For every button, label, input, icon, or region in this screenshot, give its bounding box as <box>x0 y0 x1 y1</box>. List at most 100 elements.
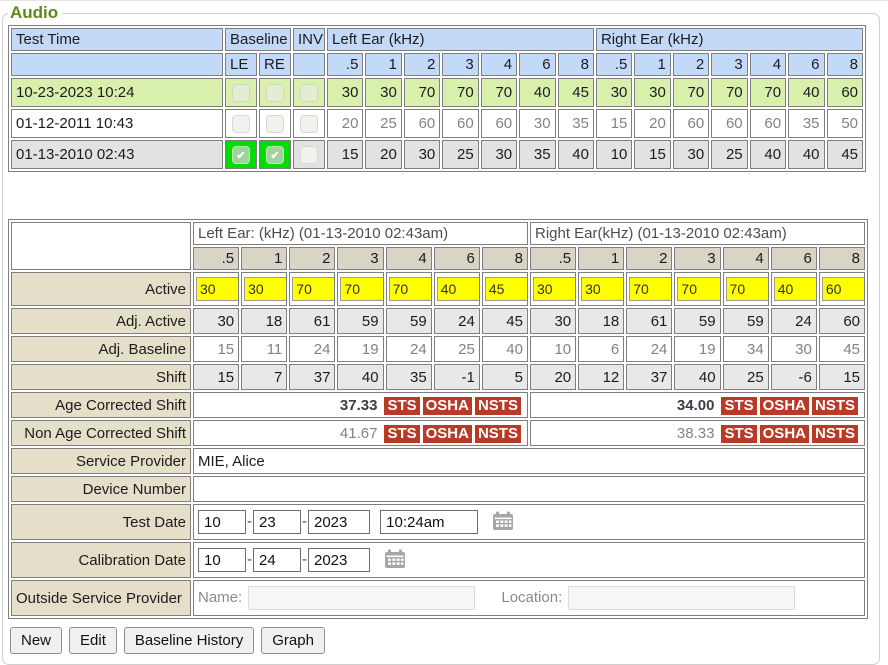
freq-header-cell: 2 <box>626 247 673 270</box>
active-value-input[interactable] <box>725 277 768 301</box>
le-baseline-checkbox[interactable] <box>232 83 250 102</box>
adj-active-value-cell: 59 <box>337 308 384 334</box>
inv-checkbox[interactable] <box>300 114 319 133</box>
right-ear-value-cell: 30 <box>634 78 671 107</box>
left-ear-value-cell: 60 <box>442 109 479 138</box>
adj-baseline-value-cell: 6 <box>578 336 625 362</box>
left-ear-value-cell: 30 <box>327 78 364 107</box>
active-value-input[interactable] <box>292 277 335 301</box>
outside-service-provider-label: Outside Service Provider <box>11 580 191 616</box>
shift-flag-badge: OSHA <box>759 424 809 443</box>
left-ear-value-cell: 30 <box>403 140 441 169</box>
freq-header-cell: 3 <box>711 53 748 76</box>
calendar-icon[interactable] <box>384 549 406 572</box>
graph-button[interactable]: Graph <box>261 627 325 654</box>
adj-baseline-value-cell: 19 <box>674 336 721 362</box>
shift-value: 34.00 <box>676 396 715 414</box>
inv-checkbox[interactable] <box>300 83 319 102</box>
re-baseline-checkbox[interactable] <box>266 83 284 102</box>
re-baseline-checkbox[interactable] <box>266 145 284 164</box>
freq-header-cell: .5 <box>327 53 364 76</box>
right-ear-value-cell: 15 <box>634 140 671 169</box>
test-time-cell[interactable]: 10-23-2023 10:24 <box>11 78 223 107</box>
test-date-row: Test Date -- <box>11 504 865 540</box>
baseline-history-button[interactable]: Baseline History <box>123 627 255 654</box>
active-value-input[interactable] <box>532 277 576 301</box>
shift-value: 41.67 <box>339 424 378 442</box>
left-ear-value-cell: 35 <box>557 109 594 138</box>
shift-flag-badge: NSTS <box>811 396 858 415</box>
action-button-row: New Edit Baseline History Graph <box>10 627 875 654</box>
new-button[interactable]: New <box>10 627 63 654</box>
left-ear-value-cell: 40 <box>519 78 556 107</box>
service-provider-row: Service Provider MIE, Alice <box>11 448 865 474</box>
calibration-month-input[interactable] <box>198 548 246 572</box>
blank-header-cell <box>11 53 223 76</box>
shift-value-cell: -6 <box>770 364 817 390</box>
corner-cell <box>11 222 191 270</box>
right-ear-value-cell: 40 <box>788 140 825 169</box>
shift-flag-badge: OSHA <box>422 424 472 443</box>
adj-baseline-value-cell: 34 <box>722 336 769 362</box>
shift-value-cell: 37 <box>289 364 336 390</box>
freq-header-cell: 4 <box>480 53 518 76</box>
active-right-cell <box>626 272 673 306</box>
test-time-cell[interactable]: 01-12-2011 10:43 <box>11 109 223 138</box>
calibration-day-input[interactable] <box>253 548 301 572</box>
active-value-input[interactable] <box>773 277 816 301</box>
active-value-input[interactable] <box>629 277 672 301</box>
test-date-day-input[interactable] <box>253 510 301 534</box>
edit-button[interactable]: Edit <box>69 627 117 654</box>
active-value-input[interactable] <box>677 277 720 301</box>
history-row[interactable]: 01-12-2011 10:43 20 25 60 60 60 30 35 15 20 60 60… <box>11 109 863 138</box>
shift-flag-badge: OSHA <box>422 396 472 415</box>
history-subheader-row: LE RE .5 1 2 3 4 6 8 .5 1 2 3 4 6 8 <box>11 53 863 76</box>
calendar-icon[interactable] <box>492 511 514 534</box>
test-time-input[interactable] <box>380 510 479 534</box>
active-value-input[interactable] <box>244 277 287 301</box>
active-left-cell <box>433 272 480 306</box>
col-header-baseline: Baseline <box>225 28 292 51</box>
active-value-input[interactable] <box>388 277 431 301</box>
inv-checkbox[interactable] <box>300 145 319 164</box>
history-row-current[interactable]: 10-23-2023 10:24 30 30 70 70 70 40 45 30 30 70 70… <box>11 78 863 107</box>
test-time-cell[interactable]: 01-13-2010 02:43 <box>11 140 223 169</box>
active-value-input[interactable] <box>436 277 479 301</box>
le-baseline-checkbox[interactable] <box>232 114 250 133</box>
shift-flag-badge: STS <box>384 396 420 415</box>
inv-cell <box>293 78 326 107</box>
section-title: Audio <box>10 3 59 22</box>
calibration-year-input[interactable] <box>308 548 370 572</box>
test-date-month-input[interactable] <box>198 510 246 534</box>
right-ear-value-cell: 35 <box>788 109 825 138</box>
detail-freq-header-row: .5 1 2 3 4 6 8 .5 1 2 3 4 6 8 <box>11 247 865 270</box>
active-value-input[interactable] <box>581 277 624 301</box>
test-date-label: Test Date <box>11 504 191 540</box>
outside-location-input[interactable] <box>568 586 796 610</box>
freq-header-cell: .5 <box>193 247 240 270</box>
right-ear-value-cell: 25 <box>711 140 748 169</box>
active-right-cell <box>529 272 577 306</box>
adj-baseline-value-cell: 10 <box>529 336 577 362</box>
non-age-corrected-shift-row: Non Age Corrected Shift 41.67 STS OSHA NSTS… <box>11 420 865 446</box>
active-value-input[interactable] <box>196 277 239 301</box>
active-value-input[interactable] <box>484 277 527 301</box>
adj-baseline-value-cell: 24 <box>626 336 673 362</box>
freq-header-cell: 4 <box>385 247 432 270</box>
active-value-input[interactable] <box>821 277 864 301</box>
right-ear-value-cell: 40 <box>749 140 787 169</box>
re-baseline-checkbox[interactable] <box>266 114 284 133</box>
test-date-year-input[interactable] <box>308 510 370 534</box>
le-baseline-checkbox[interactable] <box>232 145 250 164</box>
adj-baseline-value-cell: 24 <box>289 336 336 362</box>
outside-name-input[interactable] <box>248 586 476 610</box>
left-ear-value-cell: 60 <box>480 109 518 138</box>
shift-value-cell: 7 <box>241 364 288 390</box>
active-value-input[interactable] <box>340 277 383 301</box>
non-age-corrected-shift-label: Non Age Corrected Shift <box>11 420 191 446</box>
left-ear-value-cell: 70 <box>442 78 479 107</box>
right-ear-value-cell: 30 <box>672 140 710 169</box>
audiogram-detail-table: Left Ear: (kHz) (01-13-2010 02:43am) Rig… <box>8 219 868 619</box>
freq-header-cell: 4 <box>749 53 787 76</box>
